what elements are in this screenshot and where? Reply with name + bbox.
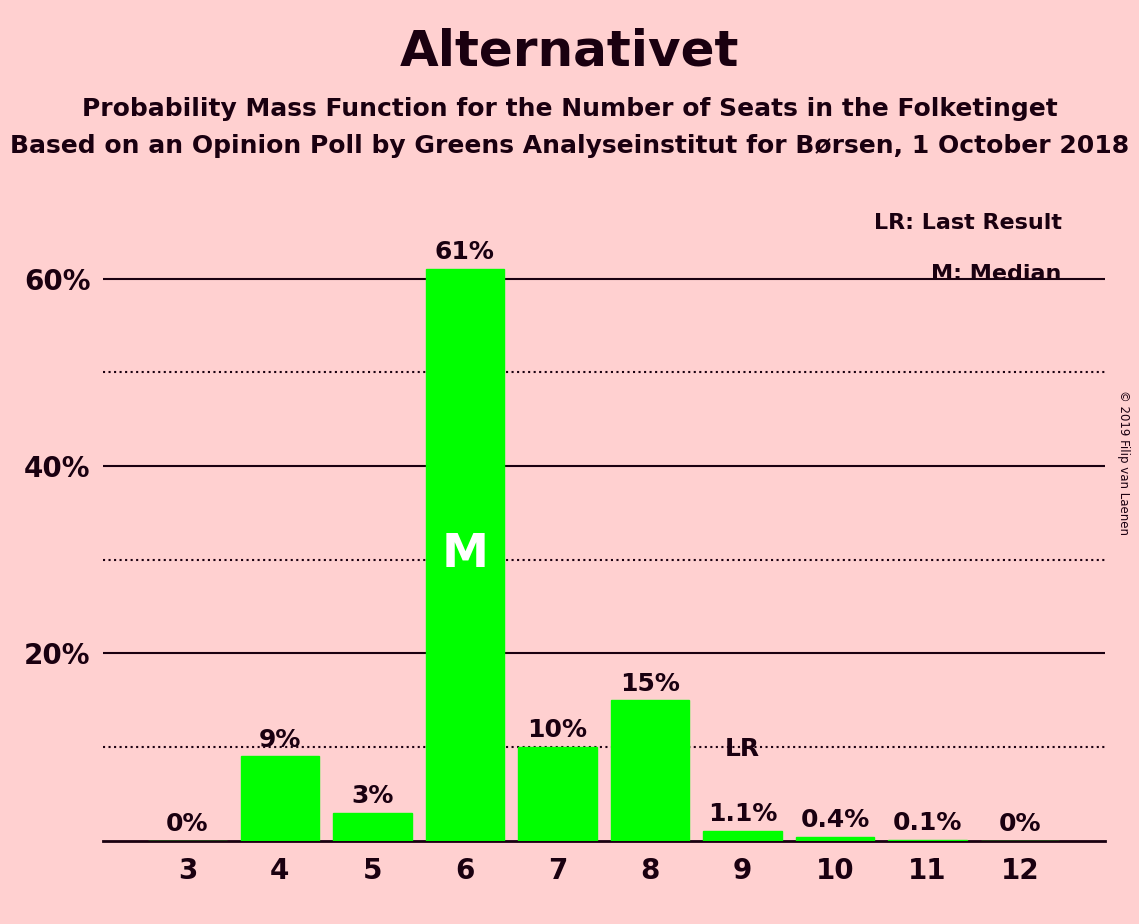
Text: LR: Last Result: LR: Last Result bbox=[874, 213, 1062, 233]
Bar bbox=[518, 748, 597, 841]
Text: 61%: 61% bbox=[435, 240, 494, 264]
Bar bbox=[703, 831, 781, 841]
Bar bbox=[426, 269, 505, 841]
Text: Alternativet: Alternativet bbox=[400, 28, 739, 76]
Text: M: Median: M: Median bbox=[932, 264, 1062, 285]
Bar bbox=[333, 813, 411, 841]
Text: M: M bbox=[442, 532, 489, 578]
Bar bbox=[888, 840, 967, 841]
Text: 0.4%: 0.4% bbox=[801, 808, 869, 833]
Text: 15%: 15% bbox=[620, 672, 680, 696]
Text: Probability Mass Function for the Number of Seats in the Folketinget: Probability Mass Function for the Number… bbox=[82, 97, 1057, 121]
Text: 0%: 0% bbox=[166, 812, 208, 836]
Text: © 2019 Filip van Laenen: © 2019 Filip van Laenen bbox=[1117, 390, 1130, 534]
Text: 1.1%: 1.1% bbox=[707, 802, 777, 826]
Text: 0.1%: 0.1% bbox=[893, 811, 962, 835]
Bar bbox=[611, 700, 689, 841]
Text: 3%: 3% bbox=[351, 784, 394, 808]
Text: Based on an Opinion Poll by Greens Analyseinstitut for Børsen, 1 October 2018: Based on an Opinion Poll by Greens Analy… bbox=[10, 134, 1129, 158]
Bar bbox=[240, 757, 319, 841]
Text: LR: LR bbox=[724, 737, 760, 761]
Text: 0%: 0% bbox=[999, 812, 1041, 836]
Bar bbox=[796, 837, 875, 841]
Text: 10%: 10% bbox=[527, 719, 588, 743]
Text: 9%: 9% bbox=[259, 728, 301, 752]
